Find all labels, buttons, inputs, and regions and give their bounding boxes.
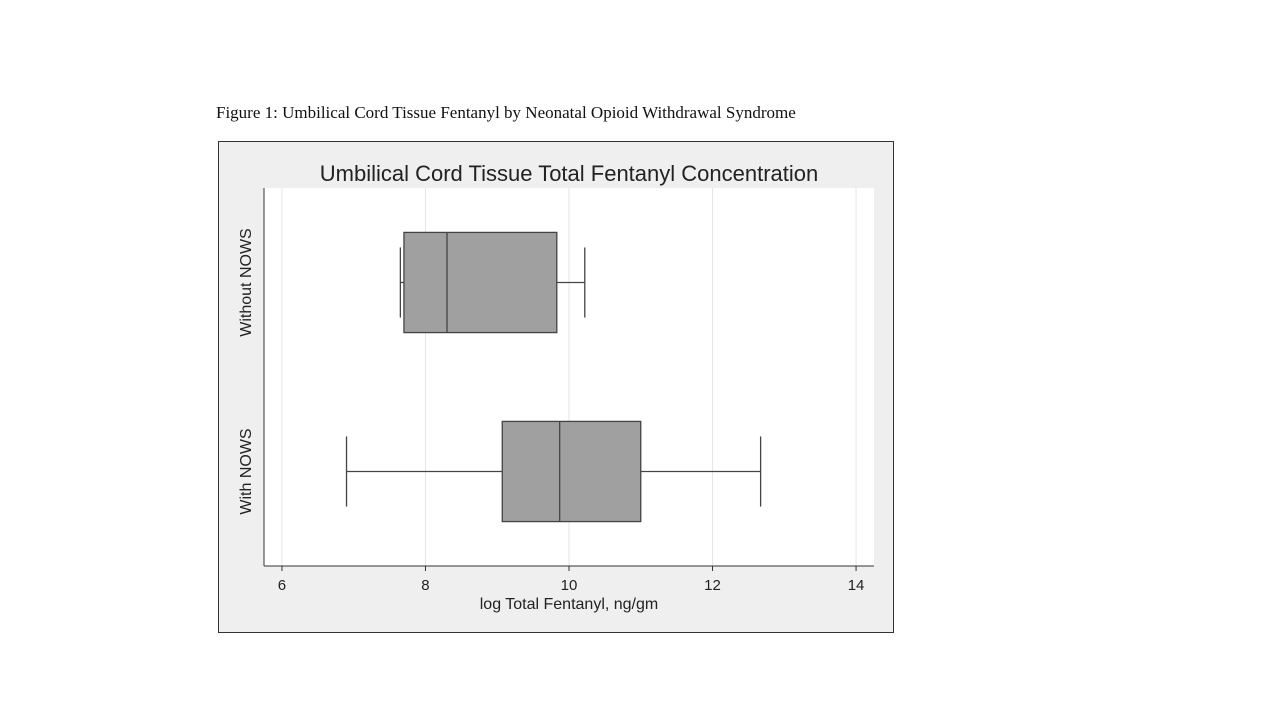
category-labels: Without NOWS With NOWS	[238, 228, 255, 514]
box-group	[345, 420, 762, 523]
boxplot-chart: 6 8 10 12 14 Without NOWS With NOWS Umbilical…	[238, 161, 874, 613]
chart-title: Umbilical Cord Tissue Total Fentanyl Con…	[320, 161, 819, 186]
box-group	[399, 231, 586, 334]
x-tick-label: 12	[704, 577, 721, 594]
iqr-box	[501, 420, 642, 523]
figure-caption: Figure 1: Umbilical Cord Tissue Fentanyl…	[216, 103, 796, 122]
x-ticks: 6 8 10 12 14	[278, 566, 865, 594]
x-tick-label: 6	[278, 577, 286, 594]
iqr-box	[403, 231, 558, 334]
x-tick-label: 14	[848, 577, 865, 594]
box-layer	[345, 231, 762, 523]
x-tick-label: 8	[421, 577, 429, 594]
x-tick-label: 10	[561, 577, 578, 594]
category-label: With NOWS	[238, 428, 255, 514]
x-axis-label: log Total Fentanyl, ng/gm	[480, 596, 658, 613]
category-label: Without NOWS	[238, 228, 255, 336]
